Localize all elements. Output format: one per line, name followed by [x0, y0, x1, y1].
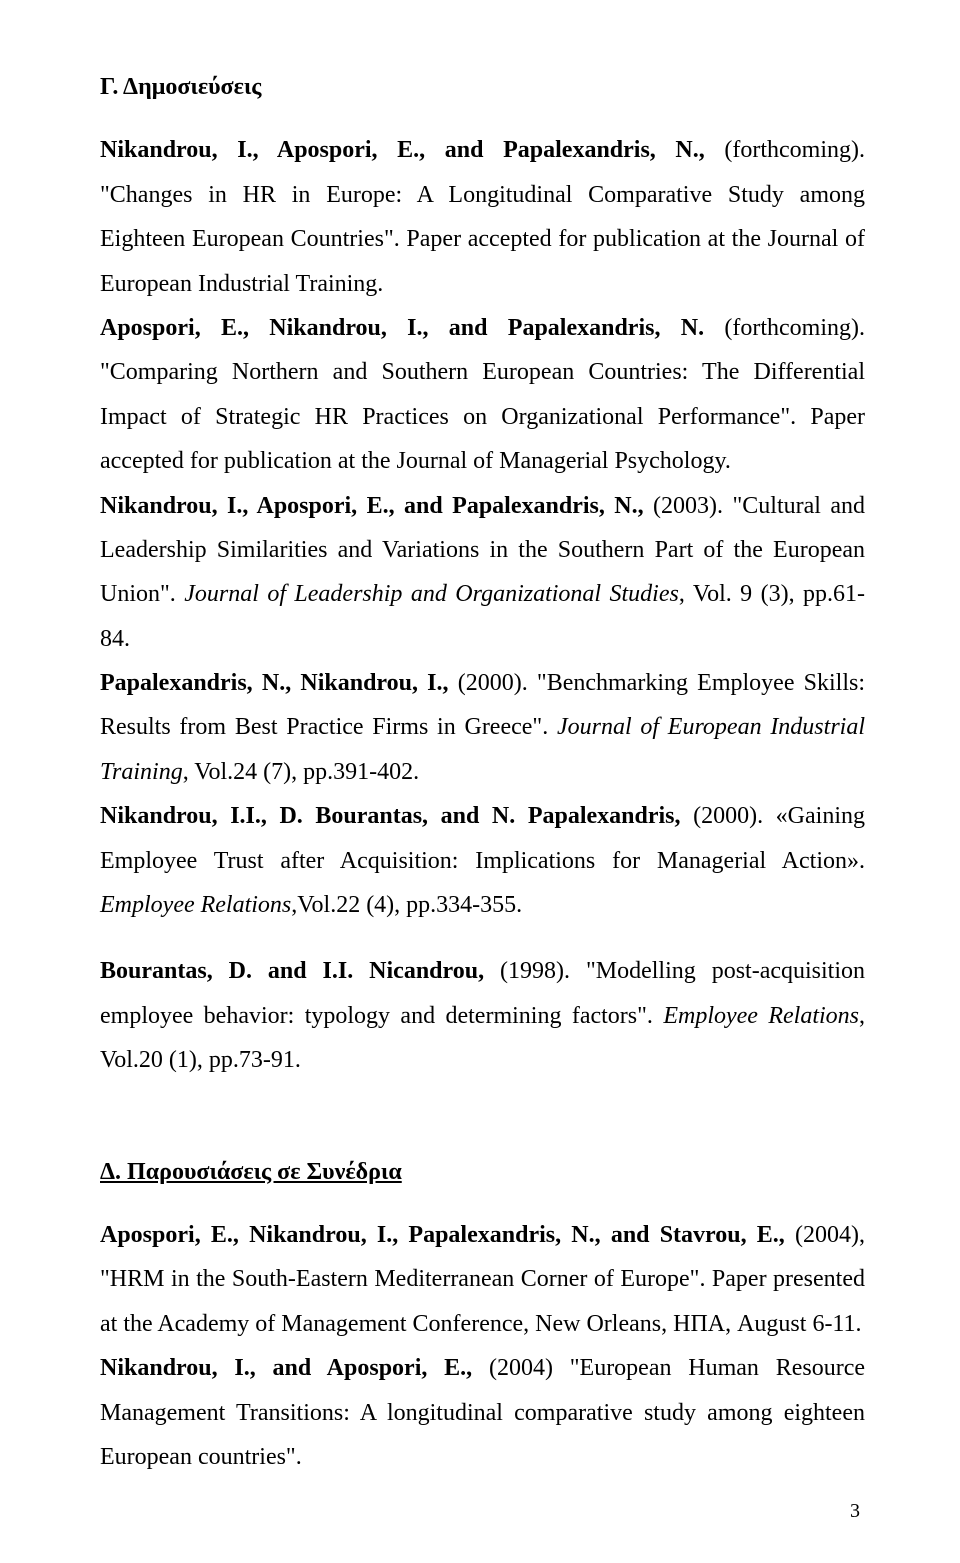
entry-authors: Papalexandris, N., Nikandrou, I.,: [100, 670, 458, 696]
publication-entry: Nikandrou, I.I., D. Bourantas, and N. Pa…: [100, 794, 865, 927]
entry-journal: Journal of Leadership and Organizational…: [184, 581, 679, 607]
entry-authors: Nikandrou, I.I., D. Bourantas, and N. Pa…: [100, 803, 693, 829]
entry-journal: Employee Relations: [100, 892, 291, 918]
publication-entry: Nikandrou, I., Apospori, E., and Papalex…: [100, 484, 865, 662]
entry-authors: Nikandrou, I., Apospori, E., and Papalex…: [100, 493, 653, 519]
page-number: 3: [850, 1500, 860, 1523]
entry-year: (2004),: [795, 1222, 865, 1248]
entry-authors: Bourantas, D. and I.I. Nicandrou,: [100, 958, 500, 984]
entry-authors: Nikandrou, I., Apospori, E., and Papalex…: [100, 137, 724, 163]
entry-year: (2000).: [458, 670, 537, 696]
spacer: [100, 927, 865, 949]
publication-entry: Apospori, E., Nikandrou, I., and Papalex…: [100, 306, 865, 484]
presentation-entry: Apospori, E., Nikandrou, I., Papalexandr…: [100, 1213, 865, 1346]
entry-year: (forthcoming).: [724, 315, 865, 341]
entry-journal: Employee Relations: [663, 1003, 859, 1029]
entry-post: ,Vol.22 (4), pp.334-355.: [291, 892, 522, 918]
entry-authors: Apospori, E., Nikandrou, I., and Papalex…: [100, 315, 724, 341]
section-c-heading: Γ. Δημοσιεύσεις: [100, 68, 865, 106]
entry-authors: Nikandrou, I., and Apospori, E.,: [100, 1355, 489, 1381]
publication-entry: Nikandrou, I., Apospori, E., and Papalex…: [100, 128, 865, 306]
presentation-entry: Nikandrou, I., and Apospori, E., (2004) …: [100, 1346, 865, 1479]
entry-title: "Comparing Northern and Southern Europea…: [100, 359, 865, 474]
entry-post: , Vol.24 (7), pp.391-402.: [183, 759, 419, 785]
entry-year: (1998).: [500, 958, 586, 984]
publication-entry: Bourantas, D. and I.I. Nicandrou, (1998)…: [100, 949, 865, 1082]
spacer: [100, 1083, 865, 1105]
entry-year: (2004): [489, 1355, 570, 1381]
entry-title: "HRM in the South-Eastern Mediterranean …: [100, 1266, 865, 1336]
entry-year: (2003).: [653, 493, 732, 519]
entry-year: (forthcoming).: [724, 137, 865, 163]
entry-year: (2000).: [693, 803, 776, 829]
entry-title: "Changes in HR in Europe: A Longitudinal…: [100, 182, 865, 297]
section-d-heading: Δ. Παρουσιάσεις σε Συνέδρια: [100, 1153, 865, 1191]
entry-authors: Apospori, E., Nikandrou, I., Papalexandr…: [100, 1222, 795, 1248]
publication-entry: Papalexandris, N., Nikandrou, I., (2000)…: [100, 661, 865, 794]
document-page: Γ. Δημοσιεύσεις Nikandrou, I., Apospori,…: [0, 0, 960, 1563]
